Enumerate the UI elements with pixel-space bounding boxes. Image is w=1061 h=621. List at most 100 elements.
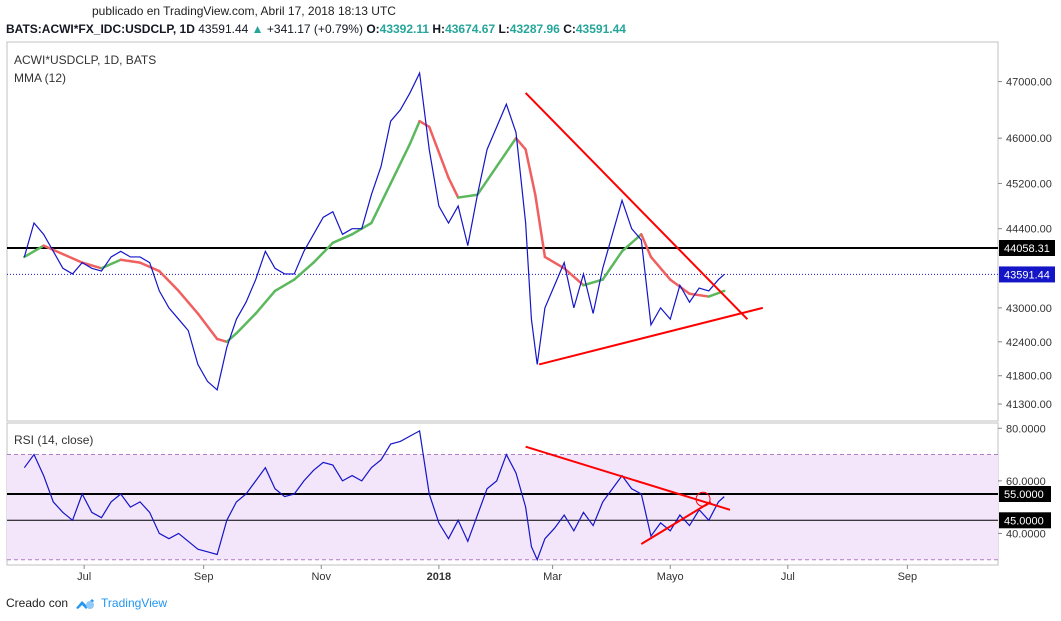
mma-segment	[215, 337, 229, 344]
open-label: O:	[366, 22, 380, 36]
mma-segment	[138, 261, 161, 273]
x-tick-label: Jul	[77, 571, 91, 583]
mma-segment	[158, 269, 180, 293]
change-arrow: ▲	[251, 22, 264, 36]
open-value: 43392.11	[379, 22, 430, 36]
mma-segment	[254, 289, 277, 315]
rsi-y-axis: 80.0000 60.0000 40.0000 55.0000 45.0000	[998, 423, 1051, 540]
rsi-level-badge	[999, 512, 1051, 529]
x-tick-label: Jul	[781, 571, 795, 583]
mma-label: MMA (12)	[14, 71, 66, 85]
price-pane-frame	[6, 41, 999, 422]
mma-segment	[119, 258, 142, 264]
x-tick-label: Mar	[543, 571, 562, 583]
tradingview-cloud-icon	[76, 599, 95, 609]
published-note: publicado en TradingView.com, Abril 17, …	[92, 4, 396, 18]
change-value: +341.17 (+0.79%)	[266, 22, 363, 36]
mma-segment	[476, 165, 498, 196]
mma-segment	[495, 136, 518, 168]
mma-segment	[235, 312, 257, 335]
mma-segment	[620, 233, 643, 253]
mma-segment	[331, 233, 354, 245]
mma-segment	[456, 193, 479, 199]
x-tick-label: Sep	[194, 571, 214, 583]
price-trendline	[524, 92, 749, 320]
rsi-pane-title: RSI (14, close)	[14, 433, 93, 447]
mma-segment	[225, 332, 238, 344]
mma-segment	[543, 255, 566, 270]
high-label: H:	[432, 22, 446, 36]
price-y-tick-label: 45200.00	[1006, 178, 1052, 190]
x-tick-label: Sep	[898, 571, 918, 583]
rsi-level-badge-text: 45.0000	[1004, 515, 1044, 527]
rsi-plot	[7, 429, 998, 562]
mma-segment	[524, 148, 537, 196]
mma-segment	[80, 261, 103, 270]
mma-segment	[514, 136, 527, 151]
x-tick-label: Nov	[311, 571, 331, 583]
mma-segment	[389, 142, 412, 185]
high-value: 43674.67	[445, 22, 496, 36]
rsi-series-line	[23, 429, 725, 562]
mma-segment	[688, 292, 711, 298]
rsi-band	[7, 454, 998, 560]
price-y-axis: 47000.00 46000.00 45200.00 44400.00 43000.00…	[998, 77, 1055, 411]
mma-segment	[42, 244, 65, 256]
mma-segment	[534, 193, 547, 259]
price-y-tick-label: 47000.00	[1006, 77, 1052, 89]
rsi-level-badge-text: 55.0000	[1004, 489, 1044, 501]
mma-segment	[370, 182, 392, 225]
mma-segment	[601, 250, 624, 281]
price-plot	[7, 71, 998, 392]
price-y-tick-label: 41800.00	[1006, 371, 1052, 383]
last-price: 43591.44	[198, 22, 249, 36]
mma-segment	[312, 241, 335, 264]
x-tick-label: Mayo	[657, 571, 684, 583]
rsi-y-tick-label: 80.0000	[1006, 423, 1046, 435]
price-series-line	[23, 71, 725, 392]
low-label: L:	[498, 22, 510, 36]
mma-segment	[562, 267, 585, 287]
level-price-badge	[999, 240, 1055, 257]
mma-segment	[418, 119, 431, 129]
close-label: C:	[563, 22, 576, 36]
mma-segment	[177, 289, 200, 315]
price-trendline	[538, 306, 764, 366]
price-pane-title: ACWI*USDCLP, 1D, BATS	[14, 53, 156, 67]
ohlc-header: BATS:ACWI*FX_IDC:USDCLP, 1D 43591.44 ▲ +…	[6, 22, 626, 36]
last-price-badge-text: 43591.44	[1004, 269, 1050, 281]
created-with-label: Creado con	[6, 596, 69, 610]
mma-segment	[408, 119, 421, 146]
level-price-badge-text: 44058.31	[1004, 243, 1050, 255]
mma-segment	[196, 312, 219, 341]
footer: Creado con TradingView	[6, 596, 167, 610]
rsi-y-tick-label: 60.0000	[1006, 476, 1046, 488]
mma-segment	[61, 252, 84, 264]
mma-segment	[427, 125, 450, 180]
rsi-level-badge	[999, 486, 1051, 502]
mma-segment	[273, 278, 296, 293]
tradingview-link[interactable]: TradingView	[74, 596, 167, 610]
rsi-y-tick-label: 40.0000	[1006, 528, 1046, 540]
x-tick-label: 2018	[427, 571, 451, 583]
rsi-highlight-circle	[695, 491, 711, 507]
mma-segment	[23, 244, 45, 259]
mma-segment	[447, 176, 460, 199]
time-axis[interactable]: Jul Sep Nov 2018 Mar Mayo Jul Sep	[77, 565, 917, 583]
mma-segment	[640, 233, 653, 259]
price-y-tick-label: 46000.00	[1006, 133, 1052, 145]
close-value: 43591.44	[575, 22, 626, 36]
tradingview-brand: TradingView	[101, 596, 168, 610]
last-price-badge	[999, 266, 1055, 283]
symbol-label: BATS:ACWI*FX_IDC:USDCLP, 1D	[6, 22, 195, 36]
price-pane[interactable]: ACWI*USDCLP, 1D, BATS MMA (12) 47000.00 4…	[6, 41, 1055, 422]
rsi-pane[interactable]: RSI (14, close) 80.0000 60.0000 40.0000 55.…	[6, 422, 1051, 566]
price-y-tick-label: 42400.00	[1006, 337, 1052, 349]
chart-canvas[interactable]: ACWI*USDCLP, 1D, BATS MMA (12) 47000.00 4…	[0, 40, 1061, 590]
price-y-tick-label: 41300.00	[1006, 399, 1052, 411]
mma-segment	[649, 255, 672, 281]
mma-segment	[293, 261, 315, 281]
rsi-trendline	[640, 501, 712, 545]
low-value: 43287.96	[509, 22, 560, 36]
price-y-tick-label: 43000.00	[1006, 303, 1052, 315]
